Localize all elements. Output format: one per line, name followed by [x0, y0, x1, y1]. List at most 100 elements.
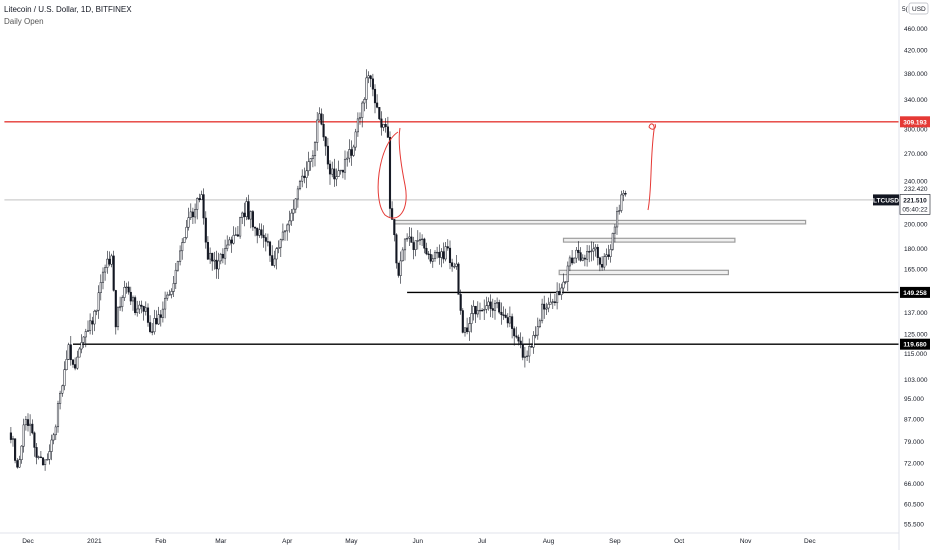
candle-body — [346, 157, 349, 160]
candle-body — [613, 226, 616, 234]
candle-body — [399, 260, 402, 276]
candle-body — [33, 432, 36, 448]
candle-body — [65, 359, 68, 370]
candle-body — [283, 230, 287, 233]
candle-body — [573, 257, 576, 264]
candle-body — [541, 303, 544, 322]
candle-body — [444, 246, 447, 260]
candle-body — [131, 297, 135, 302]
candle-body — [581, 257, 584, 261]
candle-body — [125, 286, 128, 289]
candle-body — [191, 211, 194, 218]
candle-body — [532, 335, 535, 348]
candle-body — [170, 291, 173, 295]
candles-layer — [9, 69, 627, 471]
y-tick-label: 300.000 — [904, 126, 928, 133]
candle-body — [176, 261, 179, 271]
candle-body — [506, 317, 509, 324]
candle-body — [440, 251, 443, 258]
candle-body — [605, 254, 608, 257]
last-price-label: 221.510 — [903, 197, 927, 204]
symbol-tag-label: LTCUSD — [873, 197, 899, 204]
candle-body — [187, 217, 190, 228]
currency-label[interactable]: 5( USD — [902, 2, 929, 15]
candle-body — [431, 258, 434, 262]
sr-zone[interactable] — [562, 237, 736, 243]
candle-body — [303, 175, 306, 178]
candle-body — [442, 251, 445, 260]
candle-body — [241, 212, 244, 218]
candle-body — [457, 263, 460, 295]
candle-body — [536, 326, 539, 336]
y-tick-label: 340.000 — [904, 97, 928, 104]
candle-body — [320, 113, 323, 125]
candle-body — [549, 301, 552, 305]
candle-body — [502, 314, 505, 316]
level-tag-label: 149.258 — [903, 290, 927, 297]
candle-body — [588, 251, 591, 253]
candle-body — [545, 307, 548, 310]
candle-body — [74, 364, 77, 369]
y-tick-label: 87.000 — [904, 416, 924, 423]
y-tick-label: 460.000 — [904, 26, 928, 33]
candle-body — [110, 255, 113, 265]
candle-body — [271, 255, 274, 266]
candle-body — [219, 253, 222, 262]
candle-body — [189, 211, 192, 218]
candle-body — [217, 260, 220, 270]
y-tick-label: 200.000 — [904, 221, 928, 228]
candle-body — [249, 211, 252, 220]
candle-body — [11, 438, 15, 440]
y-tick-label: 115.000 — [904, 351, 927, 358]
candle-body — [571, 257, 574, 264]
candle-body — [592, 248, 595, 252]
candle-body — [142, 305, 145, 312]
candle-body — [354, 131, 357, 148]
candle-body — [211, 252, 214, 262]
candle-body — [247, 201, 250, 220]
resistance-level-tag — [900, 116, 930, 128]
sr-zone[interactable] — [393, 219, 807, 225]
candle-body — [333, 168, 336, 180]
candle-body — [391, 208, 394, 220]
candle-body — [198, 198, 201, 200]
candle-body — [318, 113, 321, 121]
candle-body — [365, 77, 368, 100]
candle-body — [427, 253, 430, 255]
candle-body — [519, 340, 522, 345]
chart-subtitle: Daily Open — [4, 17, 44, 26]
candle-body — [418, 239, 422, 241]
candle-body — [149, 322, 152, 332]
candle-body — [373, 88, 377, 104]
y-tick-label: 380.000 — [904, 71, 928, 78]
support-level-tag — [900, 338, 930, 350]
currency-prefix: 5( — [902, 6, 909, 13]
candle-body — [586, 251, 589, 260]
candle-body — [44, 459, 47, 465]
candle-body — [324, 136, 327, 147]
candle-body — [556, 291, 559, 304]
candle-body — [564, 281, 567, 283]
candle-body — [61, 385, 64, 394]
candle-body — [455, 263, 458, 267]
candle-body — [273, 258, 276, 266]
candle-body — [470, 313, 473, 324]
candle-body — [607, 254, 610, 257]
candle-body — [168, 294, 171, 296]
candle-body — [84, 331, 87, 338]
sr-zone[interactable] — [558, 269, 730, 276]
candle-body — [24, 419, 27, 426]
candle-body — [213, 259, 216, 262]
candle-body — [286, 224, 289, 232]
candle-body — [245, 201, 248, 217]
candle-body — [264, 237, 267, 242]
y-tick-label: 240.000 — [904, 179, 928, 186]
candle-body — [609, 249, 612, 257]
candle-body — [348, 149, 351, 159]
candle-body — [363, 99, 366, 104]
candle-body — [164, 297, 167, 310]
candle-body — [403, 238, 407, 251]
candle-body — [29, 423, 32, 426]
y-tick-label: 55.500 — [904, 522, 924, 529]
